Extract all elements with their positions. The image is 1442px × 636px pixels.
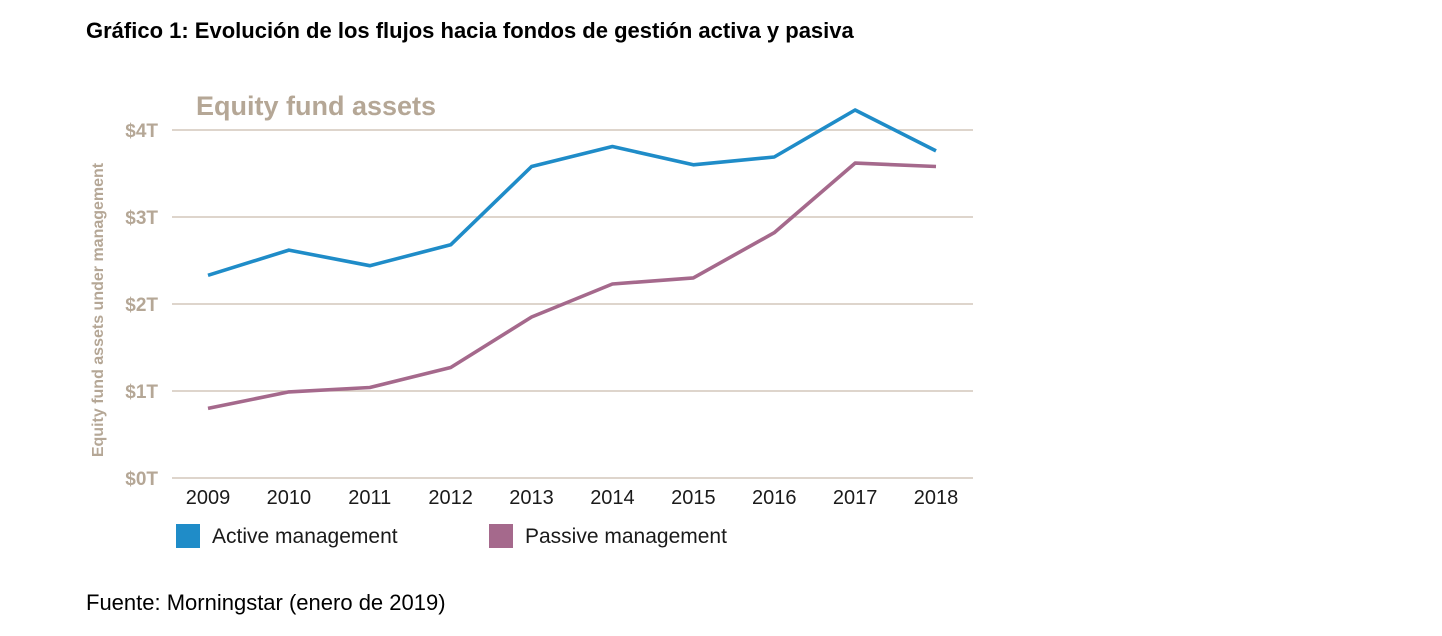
chart-title: Equity fund assets xyxy=(196,91,436,121)
x-tick-label: 2009 xyxy=(186,487,231,509)
y-tick-label: $1T xyxy=(125,382,158,403)
x-tick-label: 2018 xyxy=(914,487,959,509)
x-tick-label: 2017 xyxy=(833,487,878,509)
y-axis-label: Equity fund assets under management xyxy=(90,162,107,457)
grid-lines xyxy=(172,129,973,479)
legend-label-passive: Passive management xyxy=(525,525,727,548)
legend: Active management Passive management xyxy=(176,524,727,548)
document-title: Gráfico 1: Evolución de los flujos hacia… xyxy=(86,18,854,43)
legend-label-active: Active management xyxy=(212,525,398,548)
x-tick-label: 2010 xyxy=(267,487,312,509)
y-tick-label: $3T xyxy=(125,208,158,229)
x-tick-label: 2016 xyxy=(752,487,797,509)
y-tick-label: $4T xyxy=(125,121,158,142)
x-tick-label: 2012 xyxy=(428,487,473,509)
x-tick-label: 2013 xyxy=(509,487,554,509)
series-lines xyxy=(207,108,937,411)
x-tick-label: 2015 xyxy=(671,487,716,509)
y-axis-ticks: $0T $1T $2T $3T $4T xyxy=(125,121,158,490)
series-line-passive xyxy=(207,161,937,411)
legend-swatch-active xyxy=(176,524,200,548)
y-tick-label: $0T xyxy=(125,469,158,490)
x-tick-label: 2014 xyxy=(590,487,635,509)
x-axis-ticks: 2009 2010 2011 2012 2013 2014 2015 2016 2017 2018 xyxy=(186,487,959,509)
x-tick-label: 2011 xyxy=(348,487,391,509)
source-note: Fuente: Morningstar (enero de 2019) xyxy=(86,590,446,615)
y-tick-label: $2T xyxy=(125,295,158,316)
series-line-active xyxy=(207,108,937,278)
legend-swatch-passive xyxy=(489,524,513,548)
